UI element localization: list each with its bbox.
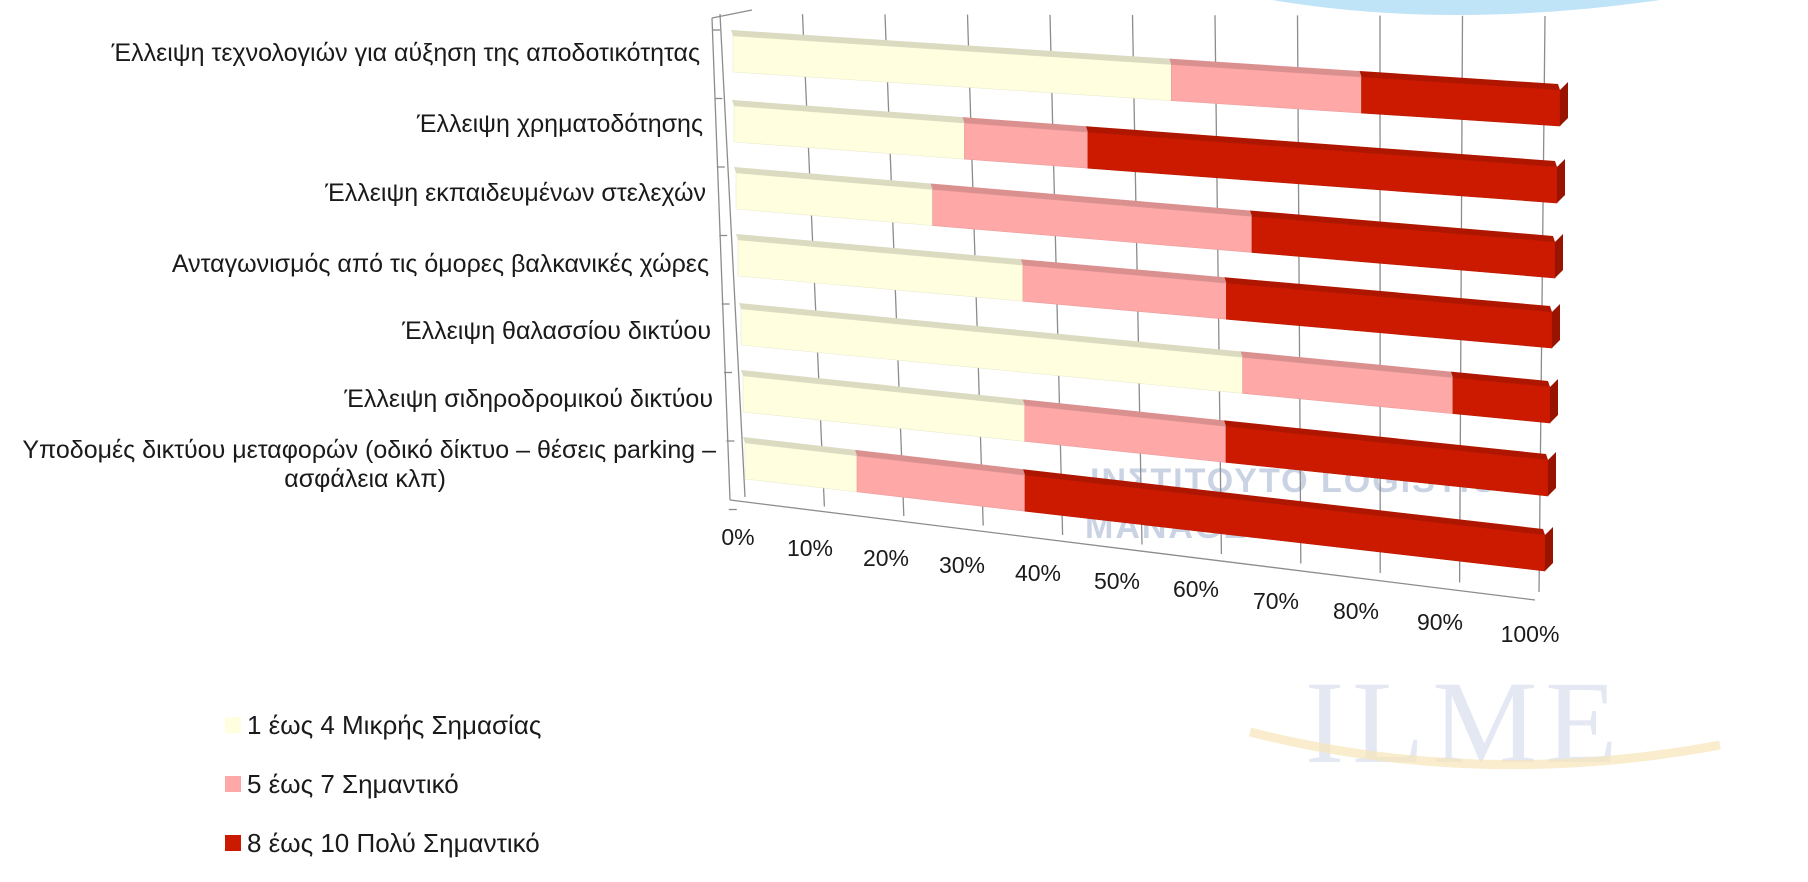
category-label-5: Έλλειψη σιδηροδρομικού δικτύου (343, 385, 713, 413)
category-label-0: Έλλειψη τεχνολογιών για αύξηση της αποδο… (110, 39, 700, 67)
category-label-2: Έλλειψη εκπαιδευμένων στελεχών (324, 179, 706, 207)
bar-endcap-1 (1557, 159, 1565, 203)
legend-label-low: 1 έως 4 Μικρής Σημασίας (247, 710, 541, 741)
plot-area (712, 10, 1568, 600)
legend-label-mid: 5 έως 7 Σημαντικό (247, 769, 459, 800)
x-tick-label-1: 10% (787, 535, 833, 561)
x-tick-label-3: 30% (939, 552, 985, 578)
bar-segment-5-2 (1226, 426, 1548, 496)
x-tick-label-10: 100% (1501, 621, 1560, 647)
legend-label-high: 8 έως 10 Πολύ Σημαντικό (247, 828, 540, 859)
category-label-1: Έλλειψη χρηματοδότησης (416, 110, 703, 138)
y-axis-line (712, 18, 730, 500)
legend-swatch-high (225, 835, 241, 851)
bar-endcap-5 (1548, 452, 1556, 496)
category-label-6-line-1: ασφάλεια κλπ) (284, 465, 446, 493)
legend-item-low: 1 έως 4 Μικρής Σημασίας (225, 705, 541, 745)
x-tick-label-2: 20% (863, 545, 909, 571)
category-label-3: Ανταγωνισμός από τις όμορες βαλκανικές χ… (172, 250, 709, 278)
x-tick-label-7: 70% (1253, 588, 1299, 614)
decorative-arc (1272, 0, 1660, 15)
x-tick-label-5: 50% (1094, 568, 1140, 594)
x-tick-label-0: 0% (721, 524, 754, 550)
legend-item-high: 8 έως 10 Πολύ Σημαντικό (225, 823, 541, 863)
chart-legend: 1 έως 4 Μικρής Σημασίας 5 έως 7 Σημαντικ… (225, 705, 541, 882)
decorative-swoosh (1250, 732, 1720, 765)
bar-endcap-2 (1555, 234, 1563, 278)
category-label-6-line-0: Υποδομές δικτύου μεταφορών (οδικό δίκτυο… (22, 436, 716, 464)
category-labels: Έλλειψη τεχνολογιών για αύξηση της αποδο… (22, 39, 716, 493)
x-tick-label-6: 60% (1173, 576, 1219, 602)
bar-endcap-3 (1552, 304, 1560, 348)
x-tick-label-9: 90% (1417, 609, 1463, 635)
bar-endcap-4 (1550, 379, 1558, 423)
bar-segment-1-2 (1088, 132, 1557, 203)
x-tick-label-4: 40% (1015, 560, 1061, 586)
legend-swatch-low (225, 717, 241, 733)
bar-endcap-0 (1560, 82, 1568, 126)
x-tick-label-8: 80% (1333, 598, 1379, 624)
legend-item-mid: 5 έως 7 Σημαντικό (225, 764, 541, 804)
top-wall-edge (712, 10, 752, 18)
category-label-4: Έλλειψη θαλασσίου δικτύου (401, 317, 711, 345)
bar-endcap-6 (1545, 527, 1553, 571)
legend-swatch-mid (225, 776, 241, 792)
